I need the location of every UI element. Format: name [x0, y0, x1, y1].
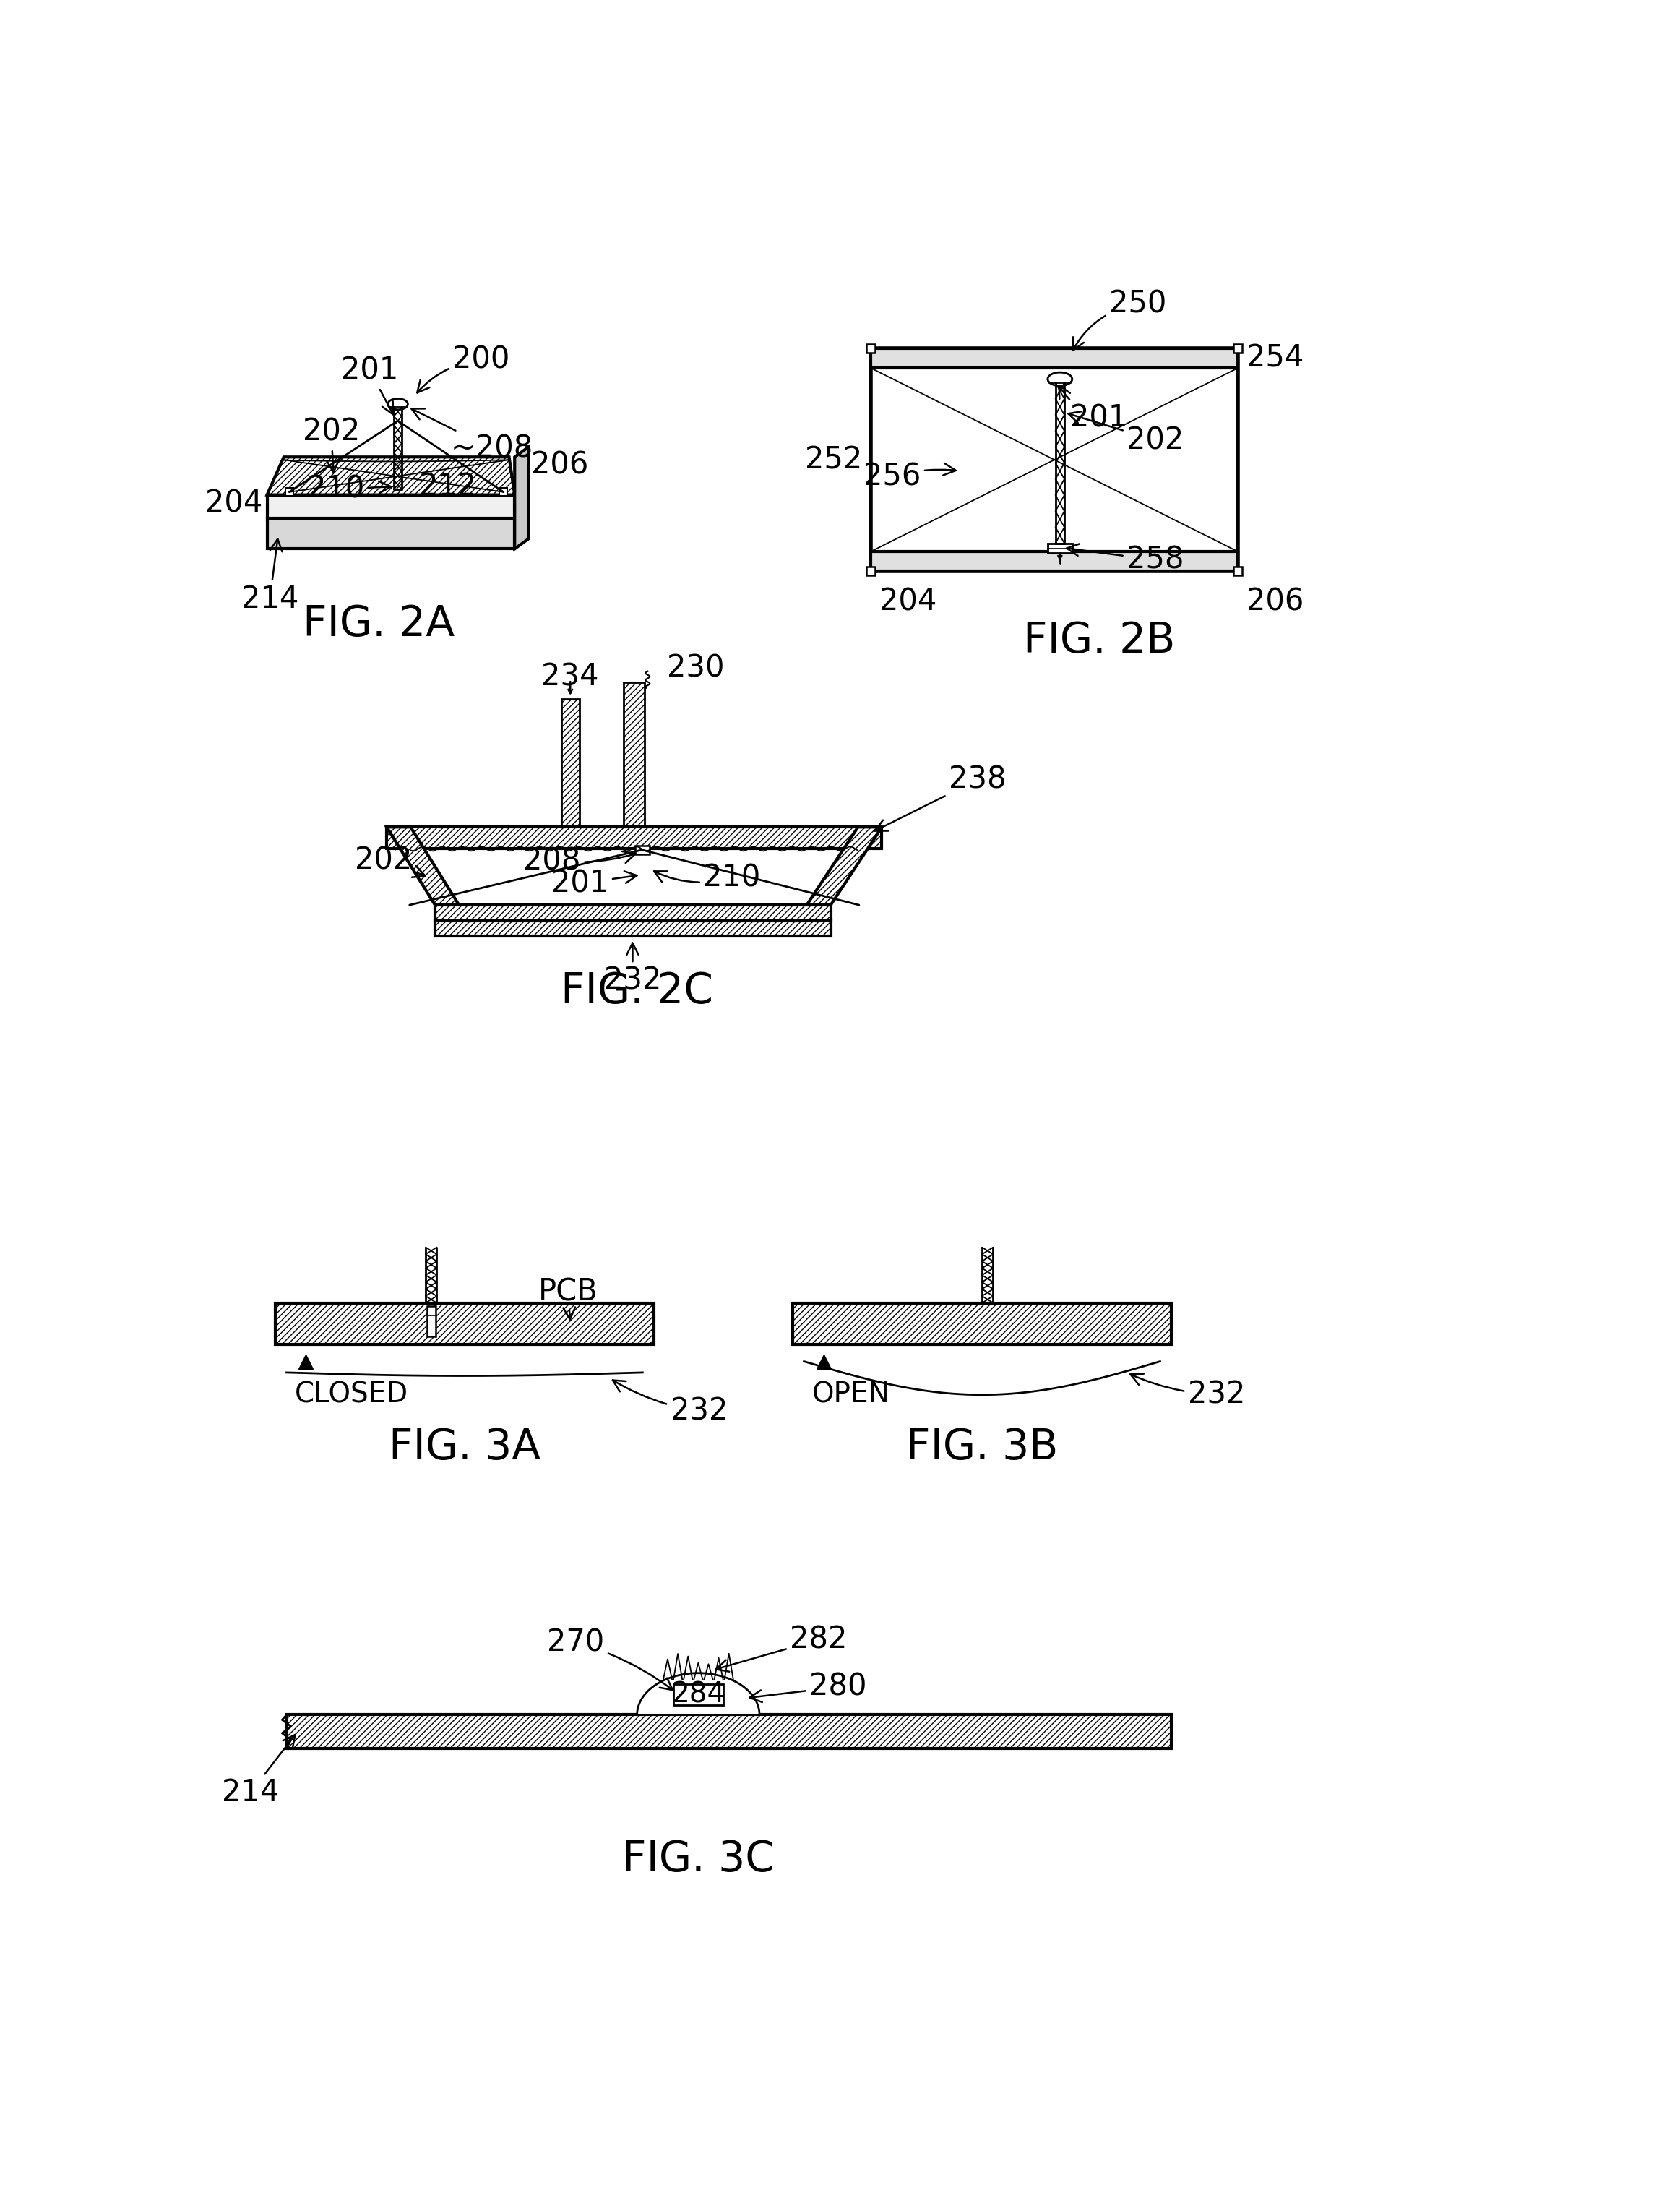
Text: FIG. 3B: FIG. 3B [906, 1427, 1058, 1468]
Text: 201: 201 [1058, 385, 1127, 433]
Text: 208: 208 [524, 846, 635, 876]
Text: PCB: PCB [538, 1276, 598, 1320]
Bar [499, 487, 507, 496]
Text: 202: 202 [354, 846, 425, 878]
Text: FIG. 3A: FIG. 3A [388, 1427, 541, 1468]
Text: FIG. 3C: FIG. 3C [622, 1840, 774, 1879]
Text: 252: 252 [805, 444, 862, 474]
Bar [1233, 343, 1243, 354]
Polygon shape [514, 448, 529, 548]
Bar [623, 682, 645, 828]
Ellipse shape [1048, 371, 1072, 387]
Bar [870, 347, 1238, 570]
Text: FIG. 2B: FIG. 2B [1023, 621, 1174, 662]
Text: 232: 232 [603, 944, 662, 996]
Polygon shape [386, 828, 882, 848]
Text: 210: 210 [654, 863, 761, 894]
Text: 210: 210 [307, 474, 391, 505]
Polygon shape [386, 828, 459, 905]
Text: 202: 202 [1068, 411, 1184, 454]
Bar [867, 343, 875, 354]
Text: 204: 204 [205, 487, 262, 518]
Text: 280: 280 [749, 1672, 867, 1702]
Text: 270: 270 [548, 1628, 672, 1689]
Ellipse shape [388, 398, 408, 409]
Text: OPEN: OPEN [813, 1381, 890, 1409]
Text: FIG. 2A: FIG. 2A [302, 603, 454, 645]
Text: 212: 212 [420, 472, 477, 503]
Text: 214: 214 [242, 540, 299, 614]
Bar [435, 905, 830, 920]
Text: 230: 230 [667, 653, 724, 684]
Bar [267, 494, 514, 520]
Bar [427, 1307, 435, 1337]
Text: 234: 234 [541, 662, 600, 693]
Bar [286, 487, 294, 496]
Text: 232: 232 [1131, 1374, 1245, 1409]
Text: 254: 254 [1247, 343, 1304, 374]
Text: CLOSED: CLOSED [296, 1381, 408, 1409]
Text: 204: 204 [879, 586, 936, 616]
Text: ~208: ~208 [412, 409, 533, 463]
Bar [1048, 544, 1072, 553]
Text: 201: 201 [341, 356, 398, 415]
Text: 206: 206 [1247, 586, 1304, 616]
Text: 256: 256 [864, 461, 956, 492]
Text: 232: 232 [613, 1381, 727, 1427]
Bar [276, 1302, 654, 1344]
Text: 282: 282 [716, 1623, 847, 1672]
Text: 238: 238 [875, 765, 1006, 830]
Text: FIG. 2C: FIG. 2C [561, 970, 714, 1012]
Bar [870, 347, 1238, 367]
Bar [287, 1715, 1171, 1748]
Polygon shape [806, 828, 882, 905]
Text: 250: 250 [1074, 288, 1166, 350]
Polygon shape [267, 457, 514, 494]
Text: 284: 284 [672, 1680, 726, 1709]
Text: 202: 202 [302, 417, 360, 472]
Text: 201: 201 [551, 867, 637, 898]
Bar [674, 1685, 724, 1704]
Bar [867, 566, 875, 575]
Bar [1233, 566, 1243, 575]
Bar [267, 518, 514, 548]
Text: 200: 200 [417, 345, 511, 393]
Bar [435, 920, 830, 935]
Text: 258: 258 [1067, 544, 1184, 575]
Bar [635, 846, 648, 854]
Bar [870, 551, 1238, 570]
Bar [793, 1302, 1171, 1344]
Polygon shape [637, 1674, 759, 1715]
Text: 206: 206 [531, 450, 588, 481]
Text: 214: 214 [222, 1735, 296, 1807]
Bar [561, 699, 580, 828]
